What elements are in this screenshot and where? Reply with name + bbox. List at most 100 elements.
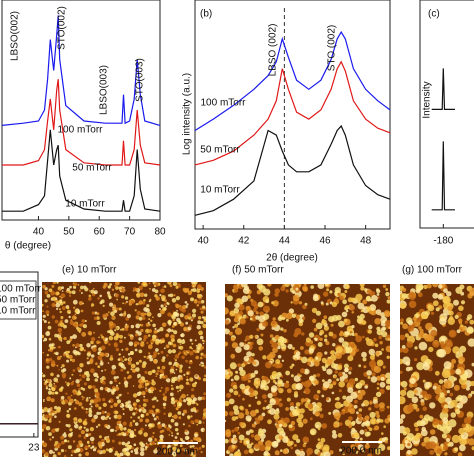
afm-grain <box>201 316 205 319</box>
afm-grain <box>359 437 363 441</box>
afm-grain <box>371 419 376 424</box>
afm-grain <box>47 349 51 352</box>
afm-grain <box>413 435 420 441</box>
afm-grain <box>153 449 158 454</box>
afm-grain <box>414 346 418 350</box>
afm-grain <box>190 319 193 322</box>
afm-grain <box>367 453 373 456</box>
afm-grain <box>324 334 328 338</box>
afm-grain <box>102 402 107 407</box>
afm-grain <box>438 379 444 384</box>
afm-grain <box>166 378 171 383</box>
afm-grain <box>313 327 318 332</box>
afm-grain <box>105 426 108 428</box>
afm-grain <box>69 377 72 380</box>
afm-grain <box>76 366 81 371</box>
afm-grain <box>185 321 189 325</box>
afm-grain <box>332 430 337 435</box>
x-tick-label: 60 <box>94 227 106 238</box>
afm-grain <box>102 313 108 319</box>
afm-grain <box>307 399 311 403</box>
afm-image <box>42 282 206 457</box>
afm-grain <box>85 428 89 432</box>
afm-grain <box>180 339 186 344</box>
afm-grain <box>191 347 193 350</box>
afm-grain <box>60 398 63 402</box>
afm-grain <box>70 454 73 457</box>
afm-grain <box>271 371 278 377</box>
afm-grain <box>56 356 61 361</box>
afm-grain <box>354 332 358 337</box>
afm-grain <box>246 351 253 357</box>
afm-grain <box>88 433 92 436</box>
afm-grain <box>194 433 198 438</box>
afm-grain <box>289 405 295 412</box>
afm-grain <box>61 440 65 445</box>
afm-grain <box>236 298 243 304</box>
afm-grain <box>42 314 46 318</box>
afm-grain <box>367 426 371 430</box>
afm-grain <box>88 413 93 418</box>
afm-grain <box>239 440 243 443</box>
afm-grain <box>355 382 363 389</box>
scale-bar-label: 200.0 nm <box>340 446 382 457</box>
afm-grain <box>68 340 71 343</box>
afm-grain <box>149 386 154 391</box>
afm-grain <box>42 318 45 321</box>
afm-grain <box>148 426 152 429</box>
afm-grain <box>192 407 196 411</box>
afm-grain <box>354 399 358 404</box>
afm-grain <box>49 438 52 441</box>
afm-grain <box>447 306 453 312</box>
afm-grain <box>385 345 390 353</box>
afm-grain <box>95 425 99 428</box>
afm-grain <box>256 284 263 290</box>
afm-grain <box>179 367 183 370</box>
afm-grain <box>116 396 120 400</box>
afm-grain <box>93 331 95 334</box>
afm-grain <box>110 370 116 375</box>
afm-grain <box>405 366 411 372</box>
afm-grain <box>122 408 125 411</box>
afm-grain <box>440 336 446 342</box>
afm-grain <box>316 390 321 394</box>
afm-grain <box>103 352 109 357</box>
afm-grain <box>428 346 434 353</box>
afm-grain <box>107 362 110 364</box>
afm-grain <box>157 313 162 318</box>
afm-grain <box>344 367 349 373</box>
afm-grain <box>89 403 92 406</box>
afm-grain <box>139 451 145 457</box>
afm-grain <box>229 362 237 370</box>
afm-grain <box>341 410 346 415</box>
afm-grain <box>299 408 305 414</box>
afm-grain <box>190 360 192 363</box>
afm-grain <box>357 300 361 304</box>
afm-grain <box>122 313 126 317</box>
afm-grain <box>154 285 156 288</box>
x-axis-label: θ (degree) <box>5 241 51 252</box>
afm-grain <box>199 356 203 360</box>
data-line <box>431 68 455 110</box>
afm-grain <box>376 387 380 390</box>
series-label: 50 mTorr <box>72 163 112 174</box>
data-line <box>2 79 161 166</box>
afm-grain <box>84 319 87 323</box>
afm-grain <box>138 300 143 305</box>
afm-grain <box>306 447 314 455</box>
afm-grain <box>121 441 126 446</box>
afm-image <box>225 284 390 456</box>
afm-grain <box>157 366 161 370</box>
afm-grain <box>187 315 192 320</box>
afm-grain <box>122 360 124 363</box>
afm-grain <box>406 433 415 441</box>
afm-grain <box>455 409 461 415</box>
afm-grain <box>51 391 55 395</box>
x-tick-label: 48 <box>360 236 372 247</box>
afm-grain <box>439 317 447 326</box>
afm-grain <box>432 385 437 390</box>
afm-grain <box>442 417 449 424</box>
afm-grain <box>129 433 134 438</box>
afm-grain <box>66 410 70 413</box>
afm-grain <box>191 317 195 320</box>
